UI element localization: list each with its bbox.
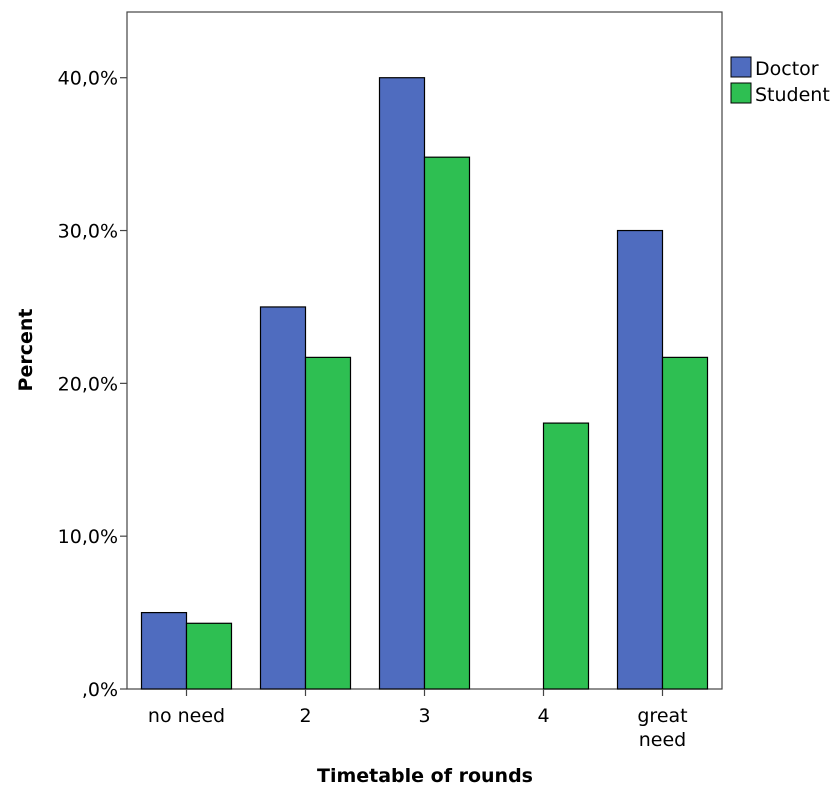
x-tick-label: no need xyxy=(148,705,225,727)
legend-swatch-student xyxy=(730,82,752,104)
bar-doctor xyxy=(140,611,188,690)
bar-student xyxy=(661,356,709,690)
bar-doctor xyxy=(378,77,426,690)
bars-layer xyxy=(140,77,709,690)
y-axis: ,0% 10,0% 20,0% 30,0% 40,0% xyxy=(58,68,127,701)
x-tick-label: 2 xyxy=(299,705,311,727)
x-tick-label: great xyxy=(637,705,687,727)
x-tick-label: 4 xyxy=(537,705,549,727)
legend-label-student: Student xyxy=(755,84,830,106)
y-tick-label: 30,0% xyxy=(58,221,118,243)
bar-student xyxy=(423,156,471,690)
bar-student xyxy=(542,422,590,690)
legend-label-doctor: Doctor xyxy=(755,58,819,80)
x-axis-title: Timetable of rounds xyxy=(317,765,533,787)
y-axis-title: Percent xyxy=(15,309,37,392)
x-tick-label: need xyxy=(639,729,686,751)
legend-swatch-doctor xyxy=(730,56,752,78)
legend: Doctor Student xyxy=(730,56,830,106)
bar-doctor xyxy=(616,229,664,690)
y-tick-label: 10,0% xyxy=(58,526,118,548)
y-tick-label: 20,0% xyxy=(58,373,118,395)
bar-student xyxy=(185,622,233,690)
bar-doctor xyxy=(259,306,307,690)
y-tick-label: ,0% xyxy=(82,679,118,701)
y-tick-label: 40,0% xyxy=(58,68,118,90)
x-tick-label: 3 xyxy=(418,705,430,727)
bar-student xyxy=(304,356,352,690)
